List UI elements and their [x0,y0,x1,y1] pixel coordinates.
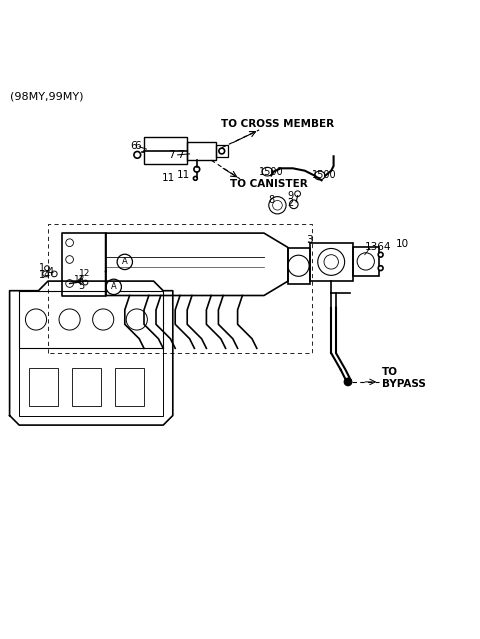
Bar [19,291,163,348]
Circle shape [194,166,200,172]
Text: TO
BYPASS: TO BYPASS [382,367,425,389]
Text: 2: 2 [287,198,293,208]
Circle shape [324,255,338,269]
Text: TO CANISTER: TO CANISTER [230,179,308,189]
Text: 1364: 1364 [365,242,391,252]
Circle shape [357,253,374,270]
Circle shape [45,266,49,270]
Text: 10: 10 [396,238,409,249]
Circle shape [93,309,114,330]
Text: A: A [122,258,128,266]
Text: 6: 6 [130,141,137,151]
Text: 14: 14 [39,270,52,281]
Text: 11: 11 [162,173,175,183]
Circle shape [59,309,80,330]
Circle shape [193,176,197,180]
Circle shape [273,201,282,210]
Bar [216,145,228,157]
Circle shape [83,280,88,285]
Circle shape [78,279,83,284]
Bar [310,243,353,281]
Circle shape [134,151,141,158]
Text: 1: 1 [39,263,46,273]
Bar [29,367,58,406]
Text: 12: 12 [79,270,91,279]
Text: 6: 6 [134,141,141,151]
Circle shape [269,197,286,214]
Circle shape [288,255,309,276]
Circle shape [106,279,121,295]
Text: 1500: 1500 [312,171,336,180]
Text: 12: 12 [74,275,85,284]
Circle shape [66,280,73,288]
Circle shape [378,252,383,257]
Circle shape [344,378,352,386]
Circle shape [318,249,345,275]
Text: 7: 7 [168,150,175,160]
Bar [353,247,379,276]
Bar [187,142,216,160]
Circle shape [66,256,73,263]
Circle shape [66,239,73,247]
Bar [72,367,101,406]
Text: TO CROSS MEMBER: TO CROSS MEMBER [221,119,334,129]
Text: 3: 3 [306,235,313,245]
Text: 5: 5 [78,281,84,291]
Bar [288,247,310,284]
Circle shape [126,309,147,330]
Circle shape [289,200,298,208]
Circle shape [117,254,132,270]
Bar [19,348,163,415]
Bar [144,137,187,164]
Text: 4: 4 [48,268,54,277]
Bar [115,367,144,406]
Circle shape [51,271,57,277]
Text: 11: 11 [177,171,190,180]
Text: 7: 7 [177,150,183,160]
Circle shape [219,148,225,154]
Circle shape [378,266,383,270]
Text: 9: 9 [287,190,293,201]
Circle shape [43,271,48,277]
Circle shape [25,309,47,330]
Text: A: A [111,282,117,291]
Circle shape [295,191,300,197]
Text: 1500: 1500 [259,167,284,176]
Text: (98MY,99MY): (98MY,99MY) [10,91,83,102]
Text: 8: 8 [269,196,275,206]
